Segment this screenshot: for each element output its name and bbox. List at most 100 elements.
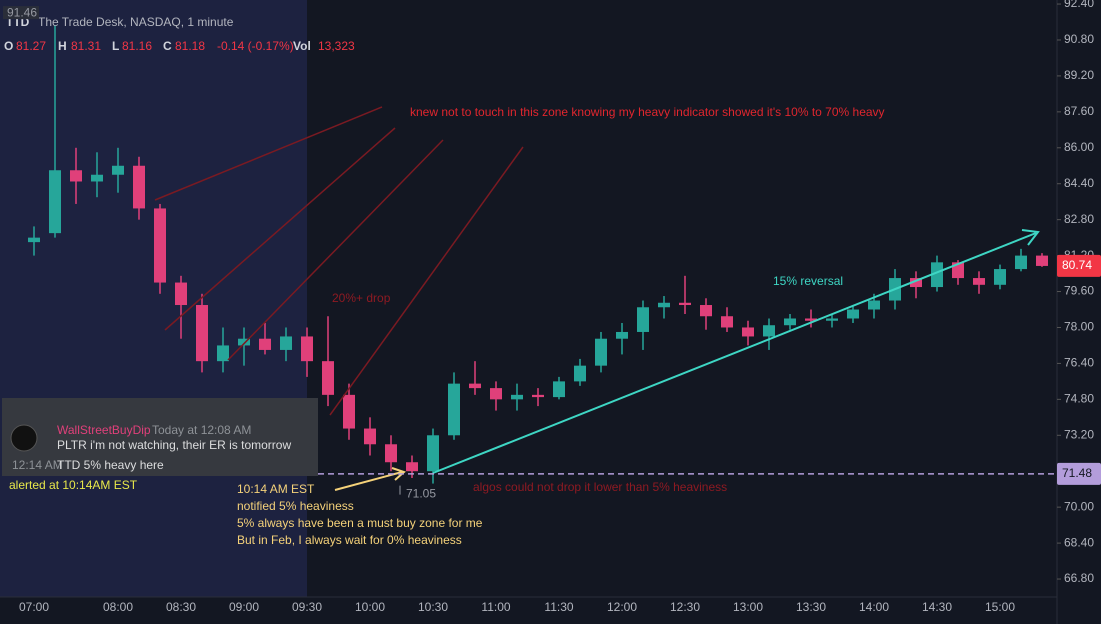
chat-user: WallStreetBuyDip <box>57 423 151 437</box>
candle-body <box>280 336 292 350</box>
candle-body <box>364 428 376 445</box>
y-tick-label: 73.20 <box>1064 427 1094 441</box>
candle-body <box>763 325 775 337</box>
alert-label: 71.48 <box>1062 466 1092 480</box>
change: -0.14 (-0.17%) <box>217 39 294 53</box>
candle-body <box>994 269 1006 285</box>
chat-box <box>2 398 318 476</box>
candle-body <box>721 316 733 328</box>
candle-body <box>448 383 460 436</box>
candle-body <box>301 336 313 362</box>
zone-line <box>329 146 524 416</box>
last-price-box <box>1057 254 1101 277</box>
candle-body <box>70 170 82 182</box>
candle-body <box>196 305 208 362</box>
x-tick-label: 08:00 <box>103 600 133 614</box>
candle-body <box>973 278 985 285</box>
y-tick-label: 89.20 <box>1064 68 1094 82</box>
candle-body <box>868 300 880 310</box>
candle-body <box>616 331 628 339</box>
chat-message: TTD 5% heavy here <box>57 458 164 472</box>
candle-body <box>469 383 481 389</box>
y-tick-label: 82.80 <box>1064 212 1094 226</box>
candle-body <box>658 302 670 308</box>
reversal-arrow <box>432 232 1037 474</box>
candle-body <box>238 338 250 346</box>
y-tick-label: 78.00 <box>1064 320 1094 334</box>
candle-body <box>112 165 124 175</box>
candle-body <box>427 435 439 472</box>
candle-body <box>133 165 145 209</box>
low-marker: 71.05 <box>406 487 436 501</box>
annotation: 20%+ drop <box>332 291 391 305</box>
candle-body <box>406 462 418 472</box>
zone-line <box>154 106 383 201</box>
annotation: But in Feb, I always wait for 0% heavine… <box>237 533 462 547</box>
x-tick-label: 14:30 <box>922 600 952 614</box>
x-tick-label: 10:00 <box>355 600 385 614</box>
x-tick-label: 08:30 <box>166 600 196 614</box>
ohlc-value: 81.16 <box>122 39 152 53</box>
candle-body <box>385 444 397 463</box>
legend-header: TTD The Trade Desk, NASDAQ, 1 minute O 8… <box>4 15 355 53</box>
high-marker-box <box>3 6 39 20</box>
annotation: algos could not drop it lower than 5% he… <box>473 480 727 494</box>
y-tick-label: 87.60 <box>1064 104 1094 118</box>
candle-body <box>700 305 712 317</box>
candle-body <box>343 394 355 429</box>
candle-body <box>931 262 943 288</box>
candle-body <box>910 278 922 288</box>
x-tick-label: 10:30 <box>418 600 448 614</box>
candle-body <box>826 318 838 321</box>
candle-body <box>532 394 544 398</box>
y-tick-label: 70.00 <box>1064 499 1094 513</box>
candle-body <box>637 307 649 332</box>
y-tick-label: 86.00 <box>1064 140 1094 154</box>
annotation: notified 5% heaviness <box>237 499 354 513</box>
annotation: alerted at 10:14AM EST <box>9 478 138 492</box>
candle-body <box>259 338 271 350</box>
candle-body <box>511 394 523 400</box>
candle-body <box>490 388 502 400</box>
candle-body <box>1015 255 1027 270</box>
candle-body <box>847 309 859 319</box>
x-tick-label: 11:30 <box>544 600 573 614</box>
candle-body <box>28 237 40 243</box>
avatar <box>10 424 38 452</box>
y-tick-label: 68.40 <box>1064 535 1094 549</box>
ohlc-key: C <box>163 39 172 53</box>
alert-box <box>1057 462 1101 485</box>
chat-overlay: WallStreetBuyDip Today at 12:08 AM PLTR … <box>2 398 318 476</box>
x-tick-label: 13:00 <box>733 600 763 614</box>
candle-body <box>175 282 187 306</box>
candle-body <box>595 338 607 366</box>
ohlc-key: L <box>112 39 119 53</box>
y-tick-label: 76.40 <box>1064 356 1094 370</box>
annotation: 15% reversal <box>773 274 843 288</box>
note-arrow <box>334 471 403 491</box>
candle-body <box>784 318 796 326</box>
annotation: knew not to touch in this zone knowing m… <box>410 105 885 119</box>
x-tick-label: 12:00 <box>607 600 637 614</box>
reversal-arrowhead <box>1021 229 1040 246</box>
y-tick-label: 90.80 <box>1064 32 1094 46</box>
last-price-label: 80.74 <box>1062 258 1092 272</box>
x-tick-label: 14:00 <box>859 600 889 614</box>
ohlc-value: 81.18 <box>175 39 205 53</box>
y-tick-label: 92.40 <box>1064 0 1094 10</box>
x-tick-label: 13:30 <box>796 600 826 614</box>
candle-body <box>154 208 166 283</box>
x-tick-label: 15:00 <box>985 600 1015 614</box>
ohlc-value: 81.27 <box>16 39 46 53</box>
zone-line <box>227 139 444 361</box>
note-arrowhead <box>391 467 406 481</box>
candle-body <box>805 318 817 321</box>
candle-body <box>574 365 586 382</box>
x-tick-label: 09:00 <box>229 600 259 614</box>
candle-body <box>679 302 691 306</box>
annotation: 10:14 AM EST <box>237 482 315 496</box>
zone-lines <box>154 106 524 416</box>
chat-message: PLTR i'm not watching, their ER is tomor… <box>57 438 291 452</box>
